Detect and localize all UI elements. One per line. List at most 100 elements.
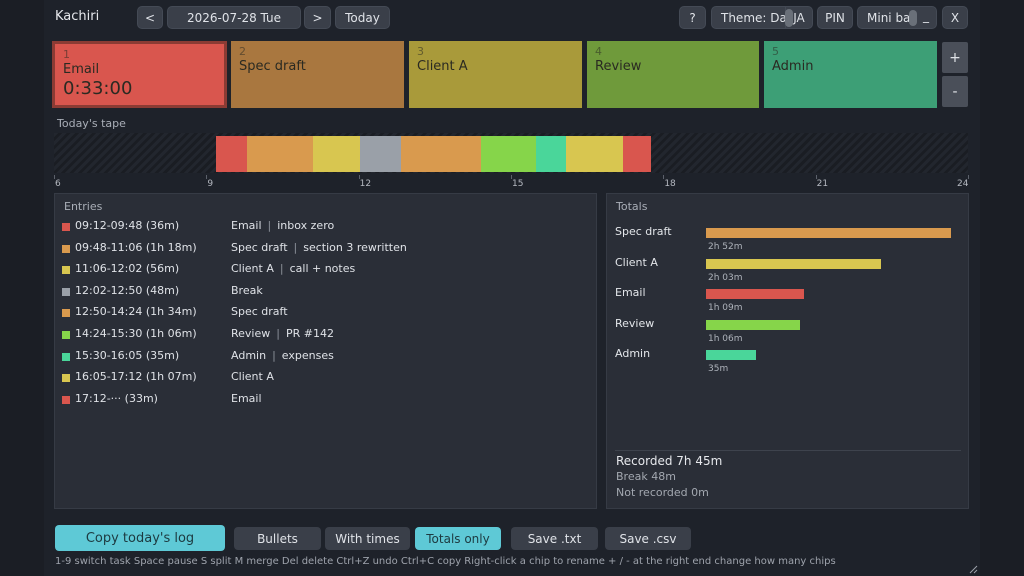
entry-time: 09:48-11:06 (1h 18m) [75,240,197,254]
entry-row[interactable]: 17:12-··· (33m) Email [55,391,595,411]
minimize-icon[interactable]: _ [923,9,929,23]
tape-segment[interactable] [400,136,481,172]
entry-task: Client A [231,370,274,383]
entry-task: Email | inbox zero [231,219,334,232]
today-button[interactable]: Today [335,6,390,29]
chip-name: Spec draft [239,59,306,74]
task-chip-1[interactable]: 1 Email 0:33:00 [52,41,227,108]
tape-tick [663,175,665,179]
entry-time: 17:12-··· (33m) [75,391,158,405]
total-bar [706,258,882,269]
entry-task-name: Admin [231,348,267,362]
entries-panel: Entries 09:12-09:48 (36m) Email | inbox zer… [54,193,597,509]
entry-row[interactable]: 14:24-15:30 (1h 06m) Review | PR #142 [55,326,595,346]
prev-day-button[interactable]: < [137,6,163,29]
totals-only-button[interactable]: Totals only [415,527,501,550]
entry-task-name: Client A [231,370,274,384]
help-button[interactable]: ? [679,6,706,29]
entry-time: 14:24-15:30 (1h 06m) [75,327,197,340]
total-duration: 2h 03m [708,272,743,283]
tape-tick-label: 9 [207,179,214,189]
entry-time: 16:05-17:12 (1h 07m) [75,370,197,384]
entry-task-name: Email [231,219,262,232]
add-chip-button[interactable]: + [942,42,968,73]
mini-bar-button[interactable]: Mini bar _ [857,6,937,29]
entry-note: call + notes [289,262,356,276]
tape-segment[interactable] [312,136,361,172]
total-duration: 2h 52m [708,242,743,252]
entry-task: Admin | expenses [231,349,334,362]
entry-row[interactable]: 12:50-14:24 (1h 34m) Spec draft [55,304,595,324]
task-chip-4[interactable]: 4 Review [587,41,759,108]
tape-tick-label: 15 [512,179,524,189]
entry-separator: | [293,240,298,254]
save-txt-button[interactable]: Save .txt [511,527,598,550]
theme-toggle[interactable]: Theme: Dark [711,6,799,29]
bullets-button[interactable]: Bullets [234,527,321,550]
totals-title: Totals [616,200,648,213]
app-title: Kachiri [55,9,100,24]
date-picker[interactable]: 2026-07-28 Tue [167,6,301,29]
theme-label: Theme: Dark [721,10,799,25]
entry-task-name: Break [231,283,263,297]
app-window: Kachiri < 2026-07-28 Tue > Today ? Theme… [44,0,980,576]
entry-note: expenses [281,348,334,362]
total-task-name: Admin [615,347,651,361]
entry-task: Client A | call + notes [231,262,355,275]
entries-title: Entries [64,200,103,213]
pin-button[interactable]: PIN [817,6,853,29]
chip-name: Review [595,59,642,74]
entry-separator: | [279,262,284,276]
entry-row[interactable]: 09:12-09:48 (36m) Email | inbox zero [55,218,595,238]
entry-color-swatch [62,244,70,253]
resize-grip-icon[interactable] [968,564,978,574]
chip-name: Admin [772,59,814,74]
entry-task: Break [231,284,263,297]
entry-color-swatch [62,223,70,231]
chip-timer: 0:33:00 [63,78,133,99]
total-task-name: Review [615,316,655,330]
tape-tick [206,175,208,179]
not-recorded-total: Not recorded 0m [616,486,709,499]
entry-note: inbox zero [277,219,335,232]
tape-tick [358,175,360,179]
total-bar [706,228,951,238]
total-task-name: Spec draft [615,225,672,238]
task-chip-3[interactable]: 3 Client A [409,41,582,108]
close-button[interactable]: X [942,6,968,29]
task-chip-5[interactable]: 5 Admin [764,41,937,108]
entry-color-swatch [62,395,70,404]
tape-segment[interactable] [622,136,651,172]
entry-row[interactable]: 11:06-12:02 (56m) Client A | call + notes [55,261,595,281]
tape-segment[interactable] [246,136,313,172]
chip-number: 1 [63,48,70,61]
tape-tick-label: 21 [816,179,829,189]
remove-chip-button[interactable]: - [942,76,968,107]
tape-segment[interactable] [360,136,401,172]
total-bar [706,289,805,300]
entry-row[interactable]: 15:30-16:05 (35m) Admin | expenses [55,348,595,368]
total-task-name: Email [615,286,646,300]
timeline-tape[interactable] [54,133,968,173]
copy-log-button[interactable]: Copy today's log [55,525,225,551]
tape-tick [54,175,55,179]
tape-segment[interactable] [536,136,566,172]
tape-tick [815,175,817,179]
chip-number: 4 [595,45,602,58]
entry-row[interactable]: 16:05-17:12 (1h 07m) Client A [55,369,595,389]
entry-note: section 3 rewritten [303,240,407,254]
entry-task: Spec draft | section 3 rewritten [231,241,407,254]
task-chip-2[interactable]: 2 Spec draft [231,41,404,108]
with-times-button[interactable]: With times [325,527,410,550]
entry-time: 12:02-12:50 (48m) [75,283,180,297]
total-row: Spec draft 2h 52m [615,225,965,255]
tape-segment[interactable] [216,136,247,172]
chip-name: Client A [417,59,468,74]
total-duration: 1h 09m [708,303,743,314]
next-day-button[interactable]: > [304,6,331,29]
entry-row[interactable]: 09:48-11:06 (1h 18m) Spec draft | section 3… [55,240,595,260]
tape-segment[interactable] [480,136,537,172]
entry-row[interactable]: 12:02-12:50 (48m) Break [55,283,595,303]
tape-segment[interactable] [566,136,623,172]
save-csv-button[interactable]: Save .csv [605,527,691,550]
